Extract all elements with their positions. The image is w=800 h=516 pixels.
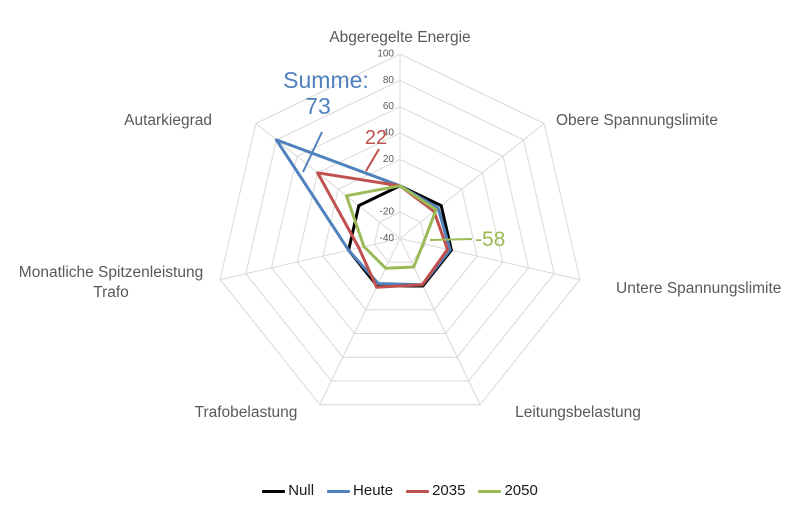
annotation-leader-line xyxy=(302,131,323,173)
legend-label: 2035 xyxy=(432,482,466,499)
annotation-73: 73 xyxy=(305,93,331,119)
grid-ring xyxy=(270,106,530,358)
legend-item-heute: Heute xyxy=(327,482,393,500)
chart-legend: Null Heute 2035 2050 xyxy=(0,482,800,500)
axis-spoke xyxy=(219,238,401,281)
axis-label: Trafobelastung xyxy=(195,404,298,421)
annotation-summe: Summe: xyxy=(283,67,369,93)
grid-ring xyxy=(373,211,427,263)
tick-label: 20 xyxy=(383,154,395,165)
legend-item-2035: 2035 xyxy=(406,482,465,500)
axis-label: Abgeregelte Energie xyxy=(329,29,470,46)
grid-ring xyxy=(219,53,581,406)
tick-label: 80 xyxy=(383,75,395,86)
legend-item-null: Null xyxy=(262,482,314,500)
grid-ring xyxy=(296,132,504,334)
axis-spoke xyxy=(399,238,581,281)
tick-label: -20 xyxy=(380,207,395,218)
series-2035 xyxy=(316,171,449,289)
legend-swatch-icon xyxy=(262,489,286,493)
axis-label: Leitungsbelastung xyxy=(515,404,641,421)
tick-label: 100 xyxy=(377,49,394,60)
grid-ring xyxy=(322,158,478,311)
axis-spoke xyxy=(399,123,545,239)
series-heute xyxy=(274,138,452,287)
legend-label: 2050 xyxy=(504,482,538,499)
axis-spoke xyxy=(319,238,401,405)
tick-label: 40 xyxy=(383,128,395,139)
annotation-leader-line xyxy=(365,148,380,172)
tick-label: -40 xyxy=(380,233,395,244)
axis-label: Obere Spannungslimite xyxy=(556,112,718,129)
annotation--58: -58 xyxy=(475,228,505,251)
axis-spokes xyxy=(219,54,581,405)
annotation-leader-line xyxy=(429,238,473,241)
legend-swatch-icon xyxy=(478,489,502,493)
tick-label: 60 xyxy=(383,101,395,112)
legend-swatch-icon xyxy=(406,489,430,493)
series-2050 xyxy=(344,184,438,270)
axis-labels: Abgeregelte Energie Obere Spannungslimite… xyxy=(19,29,782,421)
axis-label: Trafo xyxy=(93,284,129,301)
axis-label: Monatliche Spitzenleistung xyxy=(19,264,203,281)
legend-item-2050: 2050 xyxy=(478,482,538,500)
legend-label: Null xyxy=(288,482,315,499)
axis-label: Untere Spannungslimite xyxy=(616,280,781,297)
annotation-22: 22 xyxy=(365,127,387,149)
legend-label: Heute xyxy=(353,482,394,499)
legend-swatch-icon xyxy=(327,489,351,493)
grid-ring xyxy=(245,79,555,382)
axis-label: Autarkiegrad xyxy=(124,112,212,129)
